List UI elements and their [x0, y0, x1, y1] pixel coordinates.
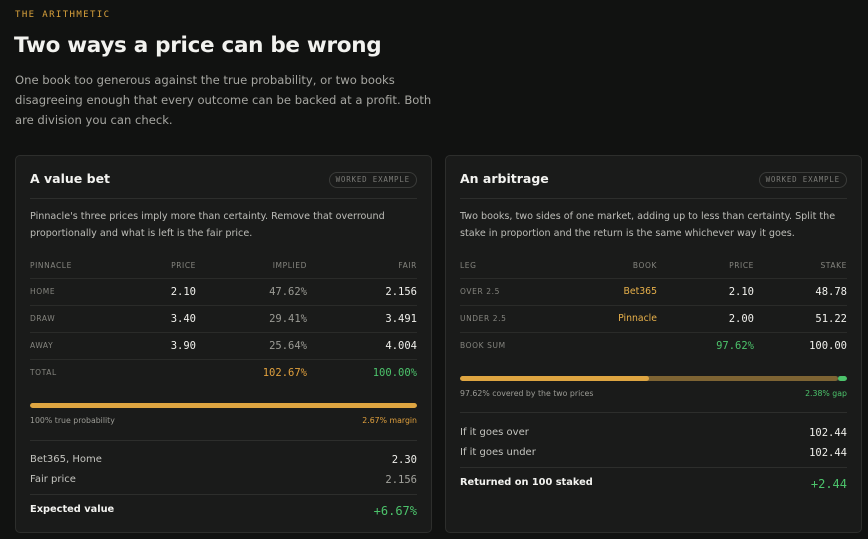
stake-value: 48.78 [815, 286, 847, 298]
card-header: A value bet WORKED EXAMPLE [30, 156, 417, 199]
return-value: +2.44 [810, 477, 847, 491]
column-header: PINNACLE [30, 261, 72, 270]
table-row: HOME 2.10 47.62% 2.156 [30, 279, 417, 306]
price-value: 2.00 [728, 313, 754, 325]
probability-bar-fill [30, 403, 417, 408]
divider [30, 440, 417, 441]
coverage-bar-caption: 97.62% covered by the two prices 2.38% g… [460, 389, 847, 401]
probability-bar-caption: 100% true probability 2.67% margin [30, 416, 417, 428]
table-total-row: TOTAL 102.67% 100.00% [30, 360, 417, 387]
book-sum-row: BOOK SUM 97.62% 100.00 [460, 333, 847, 360]
table-row: UNDER 2.5 Pinnacle 2.00 51.22 [460, 306, 847, 333]
divider [460, 467, 847, 468]
return-label: Returned on 100 staked [460, 477, 593, 488]
total-label: TOTAL [30, 368, 57, 377]
divider [30, 494, 417, 495]
summary-row: If it goes over 102.44 [460, 427, 847, 441]
price-value: 3.90 [170, 340, 196, 352]
page-lede: One book too generous against the true p… [15, 73, 432, 127]
summary-label: Bet365, Home [30, 454, 102, 465]
true-probability-caption: 100% true probability [30, 416, 115, 425]
worked-example-badge: WORKED EXAMPLE [328, 172, 417, 188]
coverage-bar-first-leg [460, 376, 649, 381]
card-description: Two books, two sides of one market, addi… [460, 211, 836, 239]
summary-row: Fair price 2.156 [30, 474, 417, 488]
book-name: Bet365 [623, 286, 658, 297]
table-row: AWAY 3.90 25.64% 4.004 [30, 333, 417, 360]
page-title: Two ways a price can be wrong [14, 33, 382, 58]
column-header: PRICE [171, 261, 196, 270]
coverage-caption: 97.62% covered by the two prices [460, 389, 594, 398]
summary-label: If it goes over [460, 427, 529, 438]
leg-label: OVER 2.5 [460, 287, 500, 296]
table-header-row: PINNACLE PRICE IMPLIED FAIR [30, 253, 417, 279]
book-sum-label: BOOK SUM [460, 341, 506, 350]
summary-row: Bet365, Home 2.30 [30, 454, 417, 468]
book-sum-price: 97.62% [716, 340, 754, 352]
summary-value: 102.44 [809, 427, 847, 439]
section-eyebrow: THE ARITHMETIC [15, 10, 111, 20]
total-fair: 100.00% [372, 367, 417, 379]
card-description: Pinnacle's three prices imply more than … [30, 211, 385, 239]
value-bet-table: PINNACLE PRICE IMPLIED FAIR HOME 2.10 47… [30, 253, 417, 387]
book-name: Pinnacle [618, 313, 657, 324]
price-value: 3.40 [170, 313, 196, 325]
coverage-bar-gap [837, 376, 847, 381]
column-header: BOOK [632, 261, 657, 270]
summary-value: 102.44 [809, 447, 847, 459]
card-header: An arbitrage WORKED EXAMPLE [460, 156, 847, 199]
gap-caption: 2.38% gap [805, 389, 847, 398]
summary-label: Fair price [30, 474, 76, 485]
column-header: IMPLIED [272, 261, 307, 270]
leg-label: UNDER 2.5 [460, 314, 507, 323]
expected-value-label: Expected value [30, 504, 115, 515]
value-bet-card: A value bet WORKED EXAMPLE Pinnacle's th… [15, 155, 432, 533]
outcome-label: DRAW [30, 314, 56, 323]
outcome-label: AWAY [30, 341, 54, 350]
margin-caption: 2.67% margin [362, 416, 417, 425]
table-header-row: LEG BOOK PRICE STAKE [460, 253, 847, 279]
column-header: STAKE [820, 261, 847, 270]
column-header: PRICE [729, 261, 754, 270]
price-value: 2.10 [170, 286, 196, 298]
summary-label: If it goes under [460, 447, 536, 458]
outcome-label: HOME [30, 287, 56, 296]
column-header: FAIR [398, 261, 417, 270]
fair-value: 2.156 [385, 286, 417, 298]
probability-bar [30, 403, 417, 408]
fair-value: 3.491 [385, 313, 417, 325]
fair-value: 4.004 [385, 340, 417, 352]
implied-value: 29.41% [269, 313, 307, 325]
arbitrage-table: LEG BOOK PRICE STAKE OVER 2.5 Bet365 2.1… [460, 253, 847, 360]
stake-value: 51.22 [815, 313, 847, 325]
coverage-bar [460, 376, 847, 381]
table-row: OVER 2.5 Bet365 2.10 48.78 [460, 279, 847, 306]
divider [460, 412, 847, 413]
column-header: LEG [460, 261, 477, 270]
book-sum-stake: 100.00 [809, 340, 847, 352]
worked-example-badge: WORKED EXAMPLE [758, 172, 847, 188]
return-row: Returned on 100 staked +2.44 [460, 477, 847, 491]
expected-value-row: Expected value +6.67% [30, 504, 417, 518]
summary-row: If it goes under 102.44 [460, 447, 847, 461]
implied-value: 47.62% [269, 286, 307, 298]
expected-value: +6.67% [373, 504, 417, 518]
card-title: An arbitrage [460, 171, 549, 186]
implied-value: 25.64% [269, 340, 307, 352]
price-value: 2.10 [728, 286, 754, 298]
summary-value: 2.30 [391, 454, 417, 466]
arbitrage-card: An arbitrage WORKED EXAMPLE Two books, t… [445, 155, 862, 533]
card-title: A value bet [30, 171, 111, 186]
summary-value: 2.156 [385, 474, 417, 486]
coverage-bar-second-leg [460, 376, 838, 381]
table-row: DRAW 3.40 29.41% 3.491 [30, 306, 417, 333]
total-implied: 102.67% [262, 367, 307, 379]
